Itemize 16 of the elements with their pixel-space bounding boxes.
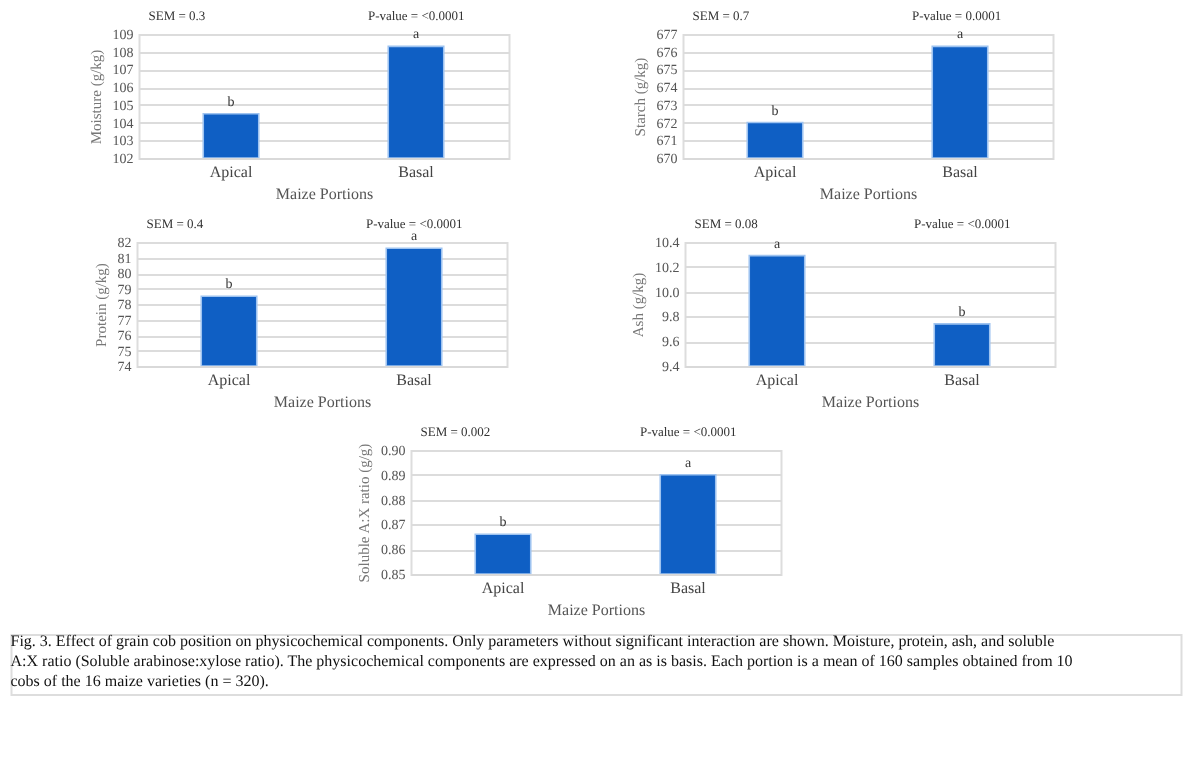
- x-tick-label: Basal: [942, 163, 980, 181]
- x-axis-title: Maize Portions: [547, 601, 646, 619]
- x-axis-title: Maize Portions: [275, 185, 374, 203]
- x-tick-label: Basal: [944, 371, 982, 389]
- x-axis-title: Maize Portions: [821, 393, 920, 411]
- x-tick-label: Basal: [670, 579, 708, 597]
- x-tick-label: Apical: [753, 163, 798, 181]
- x-axis-title: Maize Portions: [273, 393, 372, 411]
- x-tick-label: Basal: [398, 163, 436, 181]
- x-tick-label: Apical: [755, 371, 800, 389]
- caption: Fig. 3. Effect of grain cob position on physicochemical components. Only parameters without significant interaction are shown. Moisture, protein, ash, and soluble A:X ratio (Soluble arabinose:xylose ratio). The physicochemical components are expressed on an as is basis. Each portion is a mean of 160 samples obtained from 10 cobs of the 16 maize varieties (n = 320).: [10, 632, 1073, 690]
- x-tick-label: Apical: [209, 163, 254, 181]
- x-axis-title: Maize Portions: [819, 185, 918, 203]
- x-tick-label: Apical: [481, 579, 526, 597]
- x-tick-label: Apical: [207, 371, 252, 389]
- x-tick-label: Basal: [396, 371, 434, 389]
